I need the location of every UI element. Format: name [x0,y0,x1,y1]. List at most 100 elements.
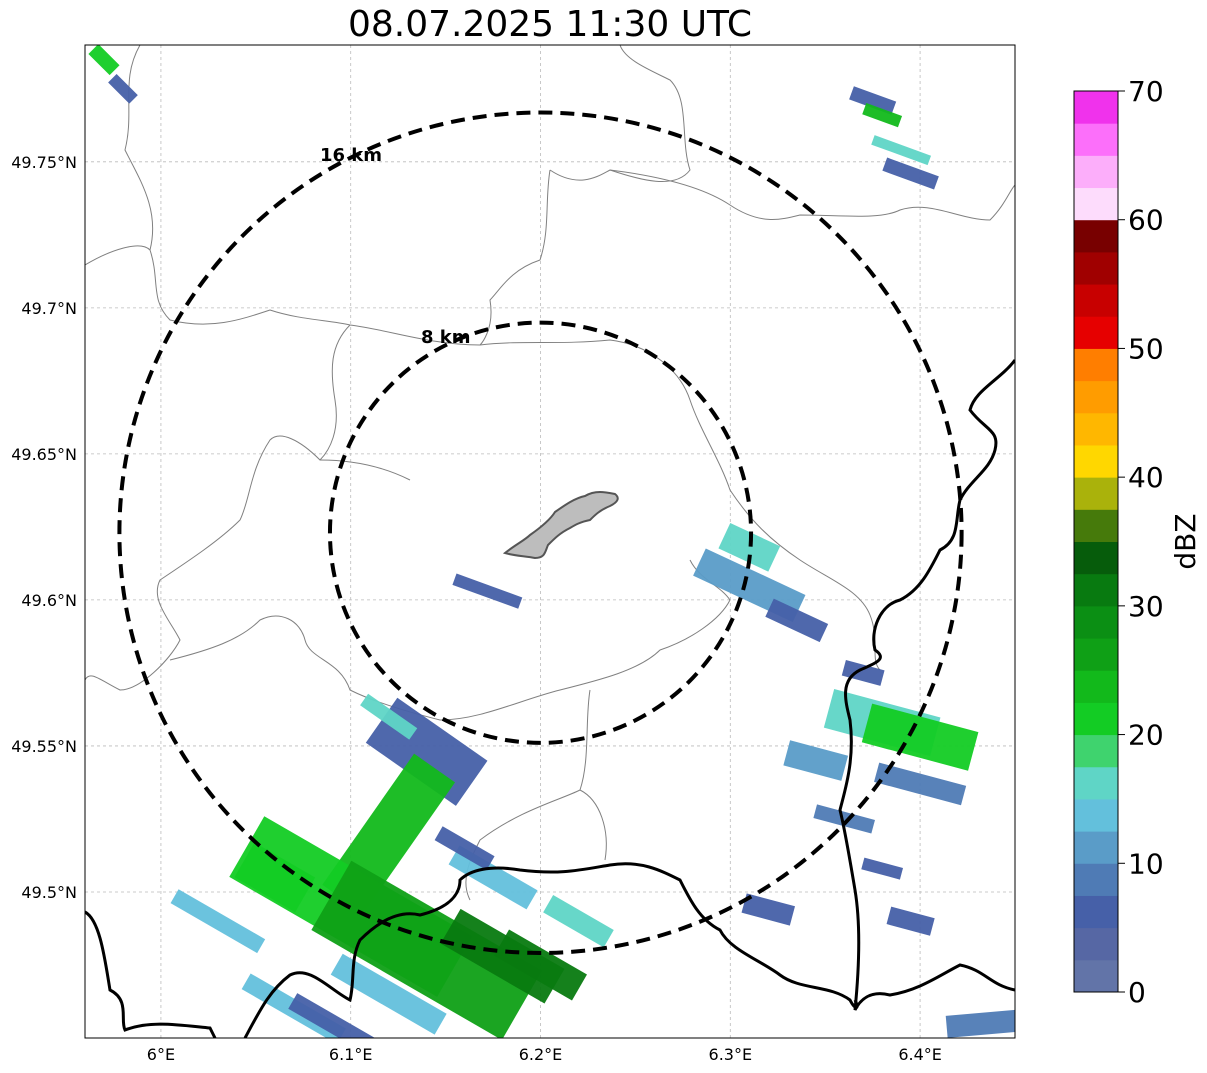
country-border [838,359,1015,1011]
colorbar-segment [1074,863,1118,896]
colorbar-segment [1074,155,1118,189]
radar-echo-cell [945,1008,1015,1038]
radar-echo-cell [871,135,932,166]
colorbar-segment [1074,605,1118,639]
x-tick-label: 6.3°E [709,1045,753,1064]
colorbar-segment [1074,348,1118,382]
radar-echo-cell [311,860,542,1038]
radar-echo-cell [360,693,418,740]
colorbar-segment [1074,477,1118,510]
colorbar-segment [1074,798,1118,832]
colorbar-segment [1074,927,1118,961]
colorbar-segment [1074,734,1118,768]
colorbar-segment [1074,959,1118,993]
colorbar-tick-label: 40 [1128,461,1164,494]
radar-echo-cell [862,102,903,128]
colorbar-segment [1074,509,1118,542]
axis-tick-labels: 6°E 6.1°E 6.2°E 6.3°E 6.4°E 49.75°N 49.7°N 49.6… [11,153,942,1064]
colorbar-segment [1074,702,1118,736]
radar-echo-cell [88,45,120,76]
x-tick-label: 6.4°E [898,1045,942,1064]
range-ring [117,110,964,955]
colorbar-tick-label: 10 [1128,847,1164,880]
x-tick-label: 6.1°E [329,1045,373,1064]
region-boundary [579,789,607,861]
radar-echo-cell [108,73,138,104]
radar-echo-cell [841,660,885,686]
radar-echo-cell [765,598,829,643]
colorbar-segment [1074,284,1118,317]
colorbar-tick-label: 70 [1128,75,1164,108]
colorbar-segment [1074,670,1118,703]
y-tick-label: 49.6°N [21,591,77,610]
colorbar-segment [1074,123,1118,156]
radar-echo-cell [886,906,935,936]
y-tick-label: 49.5°N [21,883,77,902]
country-border [243,862,859,1038]
colorbar-tick-label: 30 [1128,590,1164,623]
city-shape [502,491,619,560]
national-borders [85,359,1015,1038]
radar-echo-cell [330,953,447,1035]
radar-echo-cell [434,826,495,871]
region-boundary [609,45,691,183]
colorbar-segment [1074,412,1118,446]
radar-echo-cell [448,845,538,910]
radar-echo-cell [234,842,316,913]
colorbar-segment [1074,766,1118,800]
radar-echo-cell [288,993,376,1038]
colorbar-segment [1074,638,1118,671]
admin-boundaries [85,45,1015,901]
radar-echo-cell [861,857,904,880]
range-ring-labels: 8 km 16 km [320,145,471,348]
radar-echo-cell [874,762,967,806]
y-tick-label: 49.65°N [11,445,77,464]
radar-echo-cell [452,573,523,609]
colorbar: 0 10 20 30 40 50 60 70 dBZ [1073,75,1202,1009]
radar-echo-cell [849,86,897,115]
colorbar-tick-label: 0 [1128,976,1146,1009]
colorbar-segment [1074,187,1118,221]
colorbar-tick-label: 50 [1128,332,1164,365]
colorbar-segment [1074,573,1118,607]
colorbar-segment [1074,380,1118,414]
map-frame [84,44,1016,1039]
x-tick-label: 6°E [147,1045,175,1064]
radar-echo-cell [783,740,849,781]
x-tick-label: 6.2°E [519,1045,563,1064]
colorbar-tick-label: 60 [1128,204,1164,237]
colorbar-label: dBZ [1169,513,1202,569]
colorbar-segment [1074,541,1118,575]
region-boundary [169,559,731,721]
range-ring-label: 16 km [320,145,382,166]
colorbar-tick-label: 20 [1128,719,1164,752]
radar-echo-cell [741,893,796,926]
radar-echo-cell [494,929,587,1001]
radar-echo-cell [882,157,939,190]
colorbar-segment [1074,316,1118,349]
region-boundary [85,245,151,266]
colorbar-segment [1074,831,1118,864]
region-boundary [85,324,351,691]
region-boundary [319,459,411,481]
country-border [85,910,217,1038]
colorbar-segment [1074,219,1118,253]
range-ring-label: 8 km [421,327,471,348]
y-tick-label: 49.55°N [11,737,77,756]
radar-echo-cell [861,703,979,771]
colorbar-frame [1073,90,1119,993]
radar-echo-cell [813,804,875,834]
colorbar-segment [1074,91,1118,124]
radar-echo-cell [170,889,266,954]
colorbar-segment [1074,444,1118,478]
colorbar-segment [1074,251,1118,285]
radar-echo-cell [543,895,614,948]
y-tick-label: 49.75°N [11,153,77,172]
colorbar-segment [1074,895,1118,929]
range-rings [117,110,964,955]
city-area [502,491,619,560]
radar-echo-cell [718,523,781,572]
radar-echoes [88,45,1015,1038]
